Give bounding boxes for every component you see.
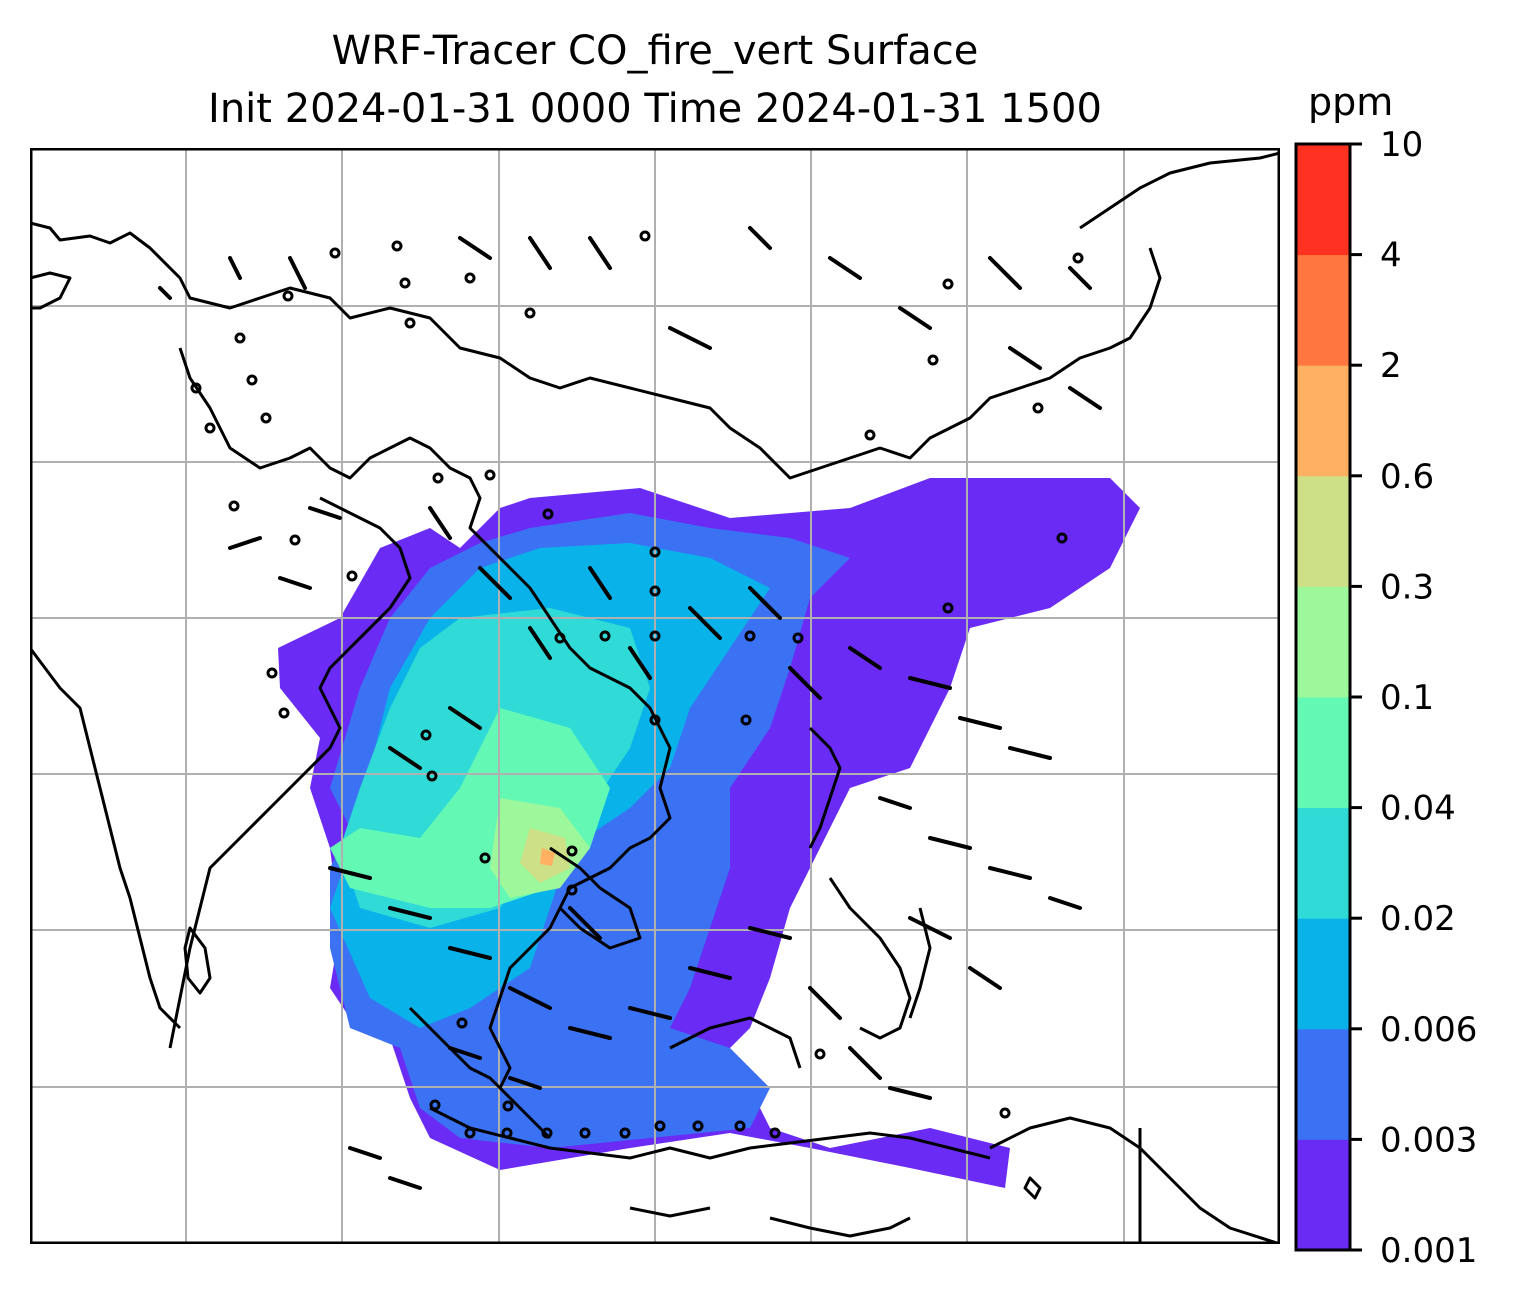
wind-barbs (158, 226, 1102, 1190)
colorbar-tick-label: 0.02 (1380, 899, 1456, 939)
colorbar-tick-label: 0.006 (1380, 1010, 1477, 1050)
colorbar-tick-label: 0.001 (1380, 1231, 1477, 1271)
colorbar-swatch (1296, 586, 1350, 698)
colorbar-swatch (1296, 144, 1350, 256)
coastlines (30, 151, 1280, 1244)
colorbar-tick-label: 10 (1380, 125, 1423, 165)
colorbar-swatch (1296, 697, 1350, 809)
map-panel (30, 148, 1280, 1244)
colorbar-tick-label: 0.6 (1380, 457, 1434, 497)
map-gridlines (30, 148, 1280, 1244)
map-title-line-2: Init 2024-01-31 0000 Time 2024-01-31 150… (208, 86, 1102, 132)
colorbar-swatch (1296, 365, 1350, 477)
colorbar-tick-label: 0.003 (1380, 1120, 1477, 1160)
colorbar-swatch (1296, 1139, 1350, 1251)
calm-wind-circles (190, 230, 1084, 1139)
colorbar-swatch (1296, 918, 1350, 1030)
colorbar-tick-label: 2 (1380, 346, 1402, 386)
conc-level-0.6 (540, 848, 555, 866)
map-border (30, 148, 1280, 1244)
colorbar-swatch (1296, 254, 1350, 366)
colorbar: 0.001 0.003 0.006 0.02 0.04 0.1 0.3 0.6 2 4 10 (1294, 125, 1477, 1271)
colorbar-swatch (1296, 475, 1350, 587)
colorbar-swatch (1296, 807, 1350, 919)
colorbar-swatch (1296, 1028, 1350, 1140)
colorbar-tick-label: 4 (1380, 236, 1402, 276)
map-title-line-1: WRF-Tracer CO_fire_vert Surface (331, 28, 979, 74)
colorbar-tick-label: 0.04 (1380, 789, 1456, 829)
concentration-fill (278, 478, 1140, 1188)
colorbar-unit-label: ppm (1308, 80, 1394, 124)
colorbar-tick-label: 0.1 (1380, 678, 1434, 718)
colorbar-tick-label: 0.3 (1380, 567, 1434, 607)
